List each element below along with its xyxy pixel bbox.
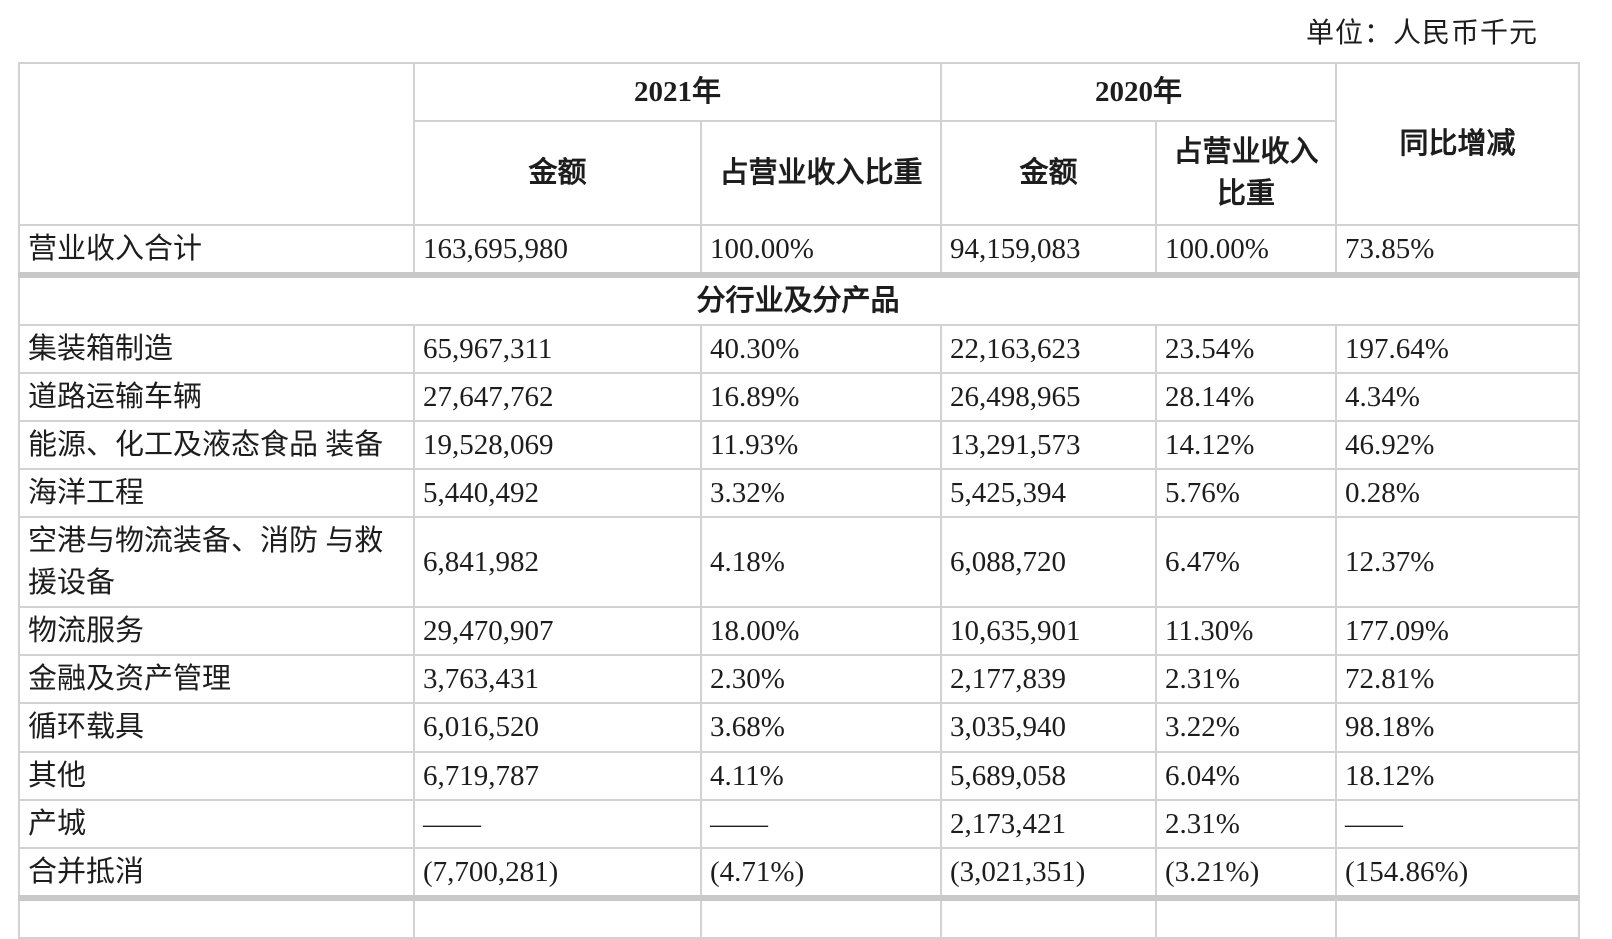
amount-2020-cell: 13,291,573 [940,420,1158,471]
pct-2021-cell: 18.00% [699,606,943,657]
header-row-metrics: 金额 占营业收入比重 金额 占营业收入 比重 [19,120,1579,226]
table-row: 合并抵消 (7,700,281) (4.71%) (3,021,351) (3.… [18,846,1581,899]
amount-2020-cell: 5,425,394 [940,468,1158,519]
pct-2020-header: 占营业收入 比重 [1155,120,1338,226]
pct-2021-cell: 2.30% [699,654,943,705]
amount-2021-cell: —— [413,798,702,849]
table-row: 产城 —— —— 2,173,421 2.31% —— [18,798,1581,849]
amount-2021-cell: 6,016,520 [413,702,702,753]
row-label: 道路运输车辆 [18,372,415,423]
table-row: 道路运输车辆 27,647,762 16.89% 26,498,965 28.1… [18,372,1581,423]
pct-2021-cell: 3.68% [699,702,943,753]
report-page: { "page": { "unit_label": "单位：人民币千元" }, … [17,18,1581,939]
pct-2021-cell: 4.11% [699,750,943,801]
amount-2021-cell: 29,470,907 [413,606,702,657]
yoy-cell: —— [1335,798,1581,849]
amount-2021-cell: 3,763,431 [413,654,702,705]
amount-2020-cell: 94,159,083 [940,223,1158,277]
total-revenue-row: 营业收入合计 163,695,980 100.00% 94,159,083 10… [18,223,1581,277]
amount-2021-cell: 27,647,762 [413,372,702,423]
year-2020-header: 2020年 [940,62,1338,122]
yoy-cell: 4.34% [1335,372,1581,423]
yoy-cell: 197.64% [1335,324,1581,375]
table-row: 能源、化工及液态食品 装备 19,528,069 11.93% 13,291,5… [18,420,1581,471]
pct-2020-cell: 2.31% [1155,798,1338,849]
amount-2020-cell: 26,498,965 [940,372,1158,423]
row-label: 营业收入合计 [18,223,415,277]
row-label: 循环载具 [18,702,415,753]
amount-2020-cell: 5,689,058 [940,750,1158,801]
row-label: 金融及资产管理 [18,654,415,705]
amount-2021-cell: 6,841,982 [413,516,702,609]
pct-2021-cell: —— [699,798,943,849]
yoy-cell: (154.86%) [1335,846,1581,899]
pct-2021-cell: 3.32% [699,468,943,519]
pct-2020-cell: 5.76% [1155,468,1338,519]
pct-2021-cell: 40.30% [699,324,943,375]
yoy-cell: 98.18% [1335,702,1581,753]
table-row: 集装箱制造 65,967,311 40.30% 22,163,623 23.54… [18,324,1581,375]
revenue-breakdown-table: 2021年 2020年 同比增减 金额 占营业收入比重 金额 占营业收入 比重 … [17,62,1581,939]
yoy-header: 同比增减 [1335,62,1581,226]
unit-label: 单位：人民币千元 [1305,18,1538,49]
table-row: 其他 6,719,787 4.11% 5,689,058 6.04% 18.12… [18,750,1581,801]
pct-2021-cell: 16.89% [699,372,943,423]
pct-2020-cell: 23.54% [1155,324,1338,375]
header-row-years: 2021年 2020年 同比增减 [18,62,1581,226]
amount-2020-cell: 22,163,623 [940,324,1158,375]
row-label: 海洋工程 [18,468,415,519]
section-header-row: 分行业及分产品 [17,272,1581,327]
row-label: 集装箱制造 [18,324,415,375]
table-row: 循环载具 6,016,520 3.68% 3,035,940 3.22% 98.… [18,702,1581,753]
section-header-label: 分行业及分产品 [17,272,1581,327]
pct-2020-cell: 3.22% [1155,702,1338,753]
amount-2021-cell: 163,695,980 [413,223,702,277]
yoy-cell: 12.37% [1335,516,1581,609]
row-label: 其他 [18,750,415,801]
yoy-cell: 177.09% [1335,606,1581,657]
pct-2021-header: 占营业收入比重 [699,120,943,226]
pct-2021-cell: 100.00% [699,223,943,277]
amount-2021-header: 金额 [413,120,702,226]
corner-cell [18,62,415,226]
amount-2020-header: 金额 [940,120,1158,226]
pct-2020-cell: 6.47% [1155,516,1338,609]
yoy-cell: 18.12% [1335,750,1581,801]
pct-2021-cell: 11.93% [699,420,943,471]
amount-2020-cell: 6,088,720 [940,516,1158,609]
amount-2021-cell: 19,528,069 [413,420,702,471]
pct-2020-cell: 2.31% [1155,654,1338,705]
pct-2020-cell: 14.12% [1155,420,1338,471]
pct-2021-cell: (4.71%) [699,846,943,899]
row-label: 物流服务 [18,606,415,657]
amount-2021-cell: 6,719,787 [413,750,702,801]
amount-2020-cell: (3,021,351) [940,846,1158,899]
pct-2020-cell: 6.04% [1155,750,1338,801]
table-row: 金融及资产管理 3,763,431 2.30% 2,177,839 2.31% … [18,654,1581,705]
table-row: 海洋工程 5,440,492 3.32% 5,425,394 5.76% 0.2… [18,468,1581,519]
row-label: 产城 [18,798,415,849]
pct-2020-cell: 100.00% [1155,223,1338,277]
row-label: 能源、化工及液态食品 装备 [18,420,415,471]
pct-2020-cell: (3.21%) [1155,846,1338,899]
year-2021-header: 2021年 [412,62,943,122]
amount-2021-cell: 65,967,311 [413,324,702,375]
amount-2020-cell: 2,173,421 [940,798,1158,849]
yoy-cell: 0.28% [1335,468,1581,519]
amount-2020-cell: 3,035,940 [940,702,1158,753]
row-label: 合并抵消 [18,846,415,899]
table-row: 空港与物流装备、消防 与救援设备 6,841,982 4.18% 6,088,7… [18,516,1581,609]
yoy-cell: 73.85% [1335,223,1581,277]
amount-2020-cell: 2,177,839 [940,654,1158,705]
pct-2020-cell: 28.14% [1155,372,1338,423]
amount-2021-cell: 5,440,492 [413,468,702,519]
row-label: 空港与物流装备、消防 与救援设备 [18,516,415,609]
table-row: 物流服务 29,470,907 18.00% 10,635,901 11.30%… [18,606,1581,657]
yoy-cell: 72.81% [1335,654,1581,705]
amount-2021-cell: (7,700,281) [413,846,702,899]
yoy-cell: 46.92% [1335,420,1581,471]
pct-2020-cell: 11.30% [1155,606,1338,657]
amount-2020-cell: 10,635,901 [940,606,1158,657]
pct-2021-cell: 4.18% [699,516,943,609]
